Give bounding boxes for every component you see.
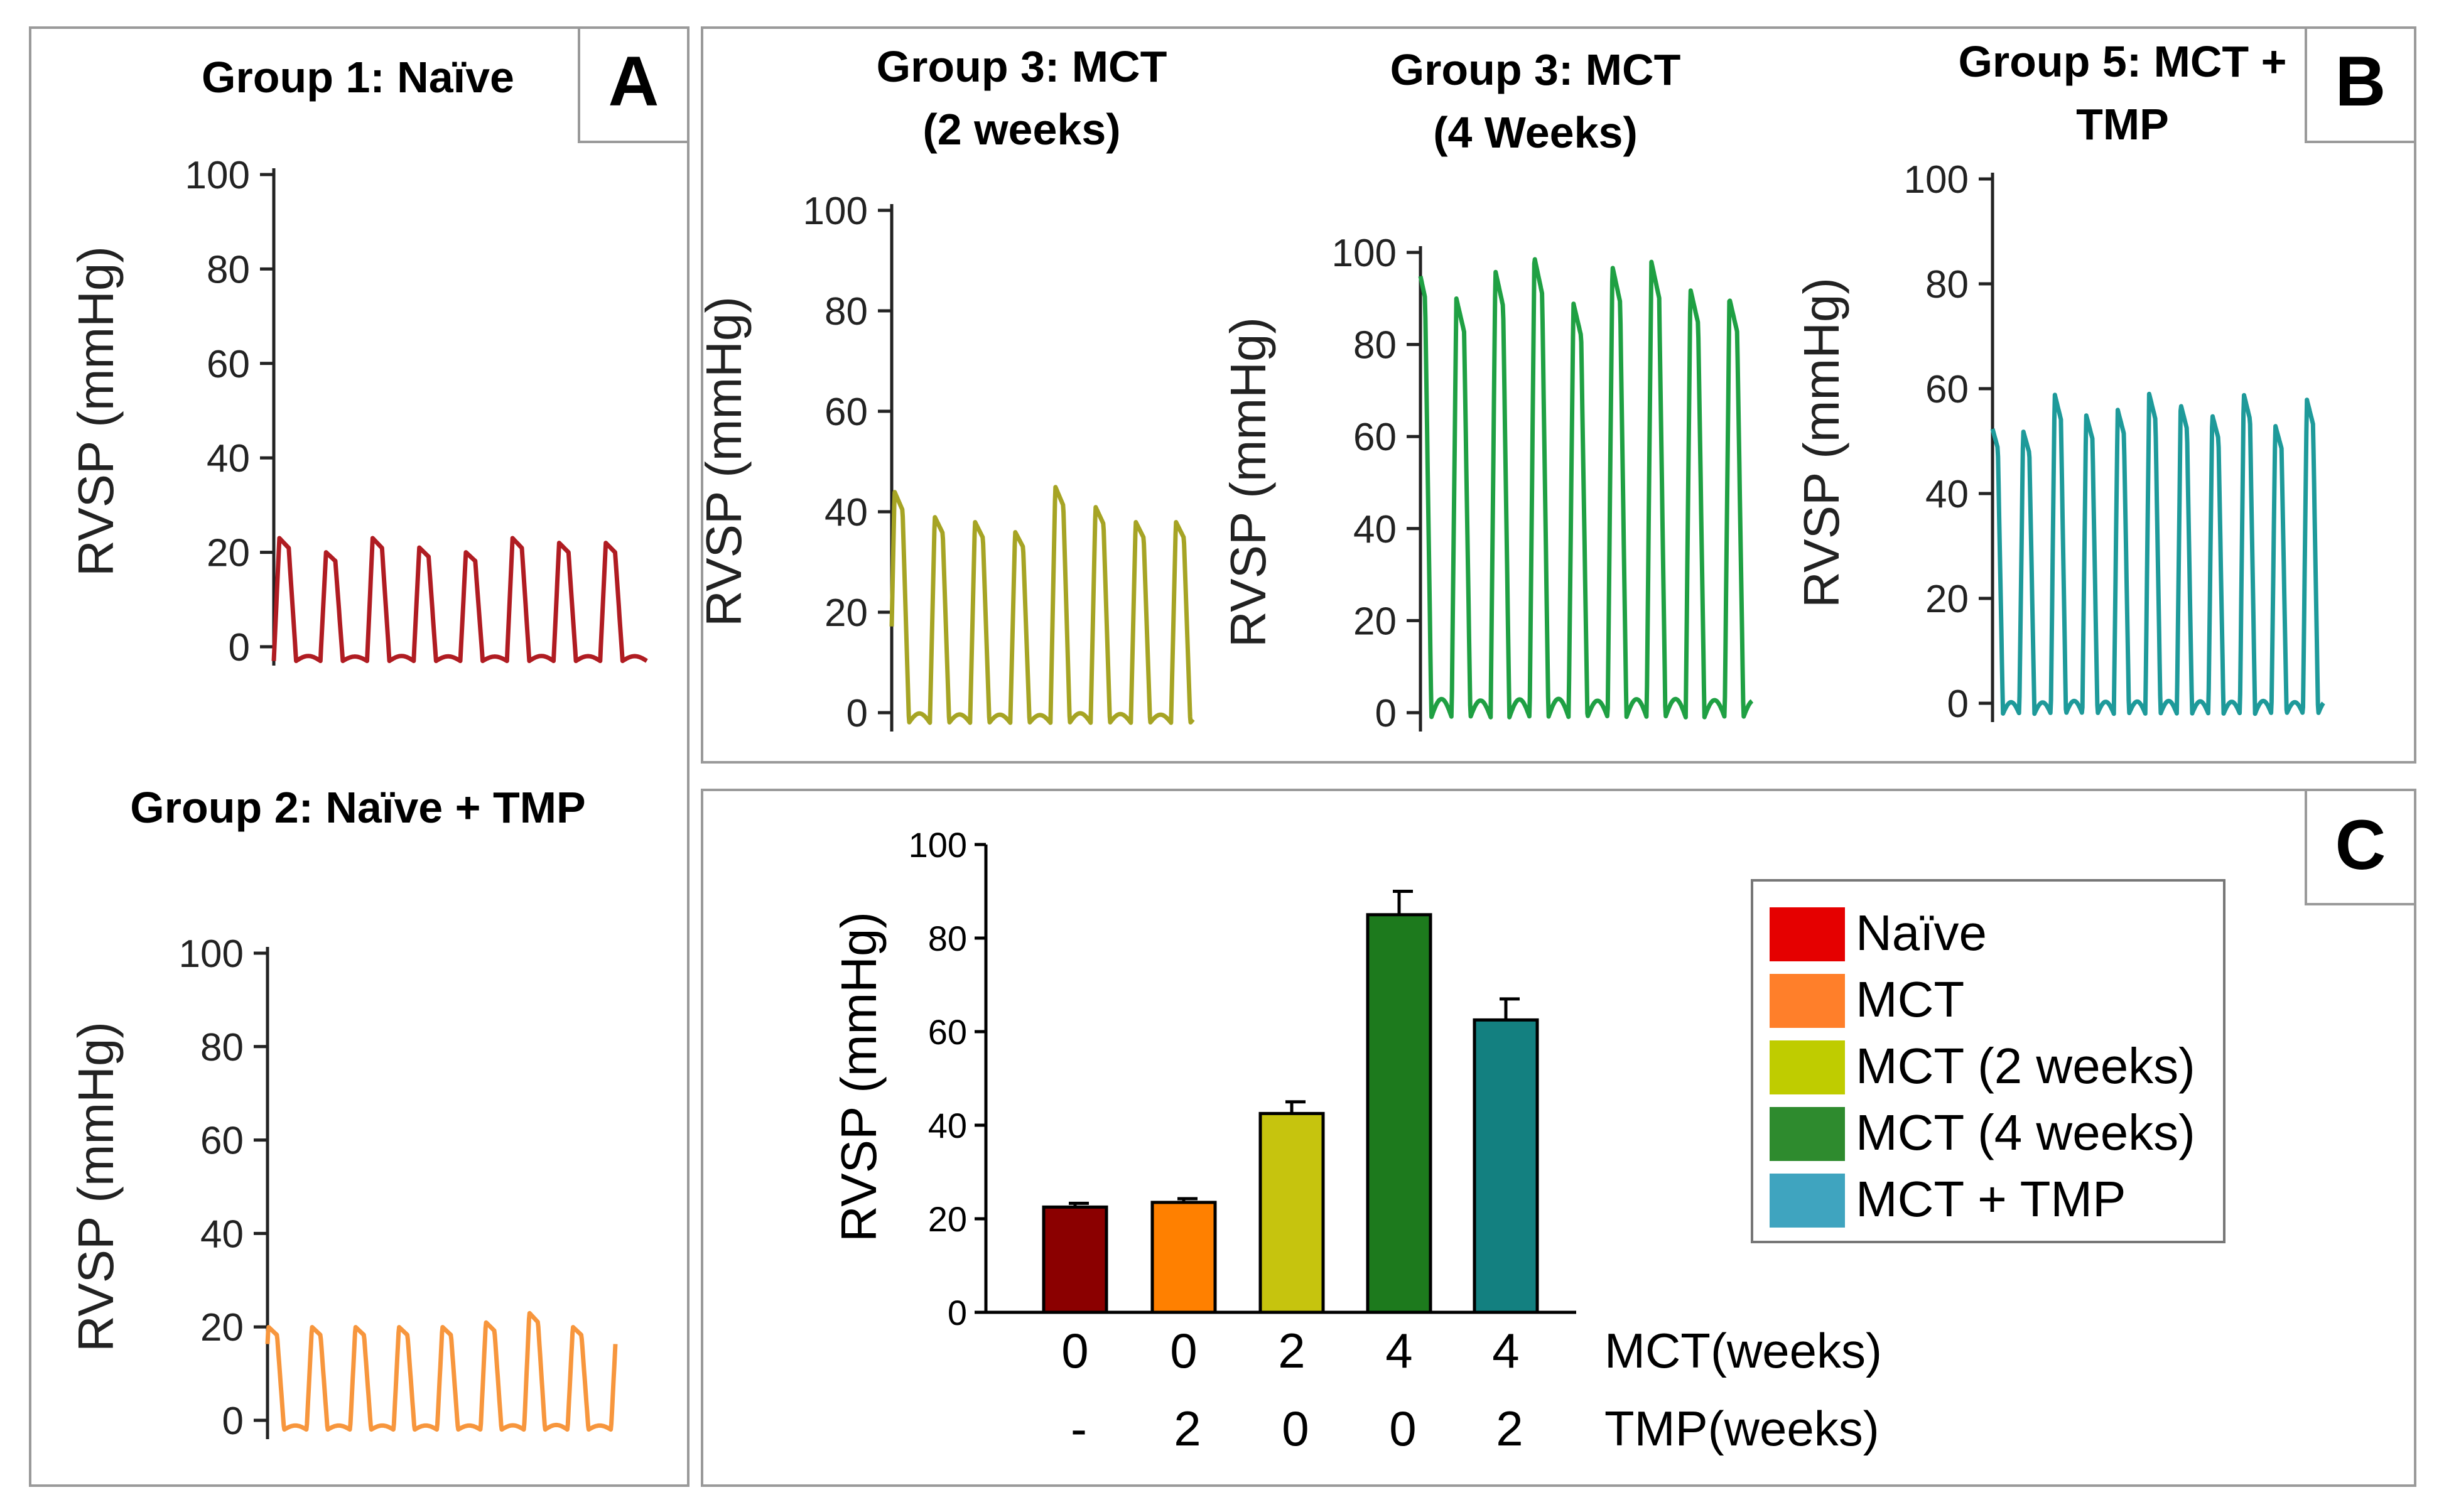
trace-title: (4 Weeks)	[1433, 108, 1638, 157]
y-tick-label: 0	[229, 626, 250, 669]
bar-y-tick-label: 40	[928, 1106, 967, 1145]
x-row-value: 0	[1389, 1401, 1416, 1456]
trace-title: Group 5: MCT +	[1958, 37, 2286, 86]
y-tick-label: 0	[1375, 692, 1397, 735]
bar-y-tick-label: 20	[928, 1199, 967, 1239]
y-tick-label: 40	[1353, 508, 1397, 551]
trace-plot-group1: Group 1: Naïve 100 80 60 40 20 0 RVSP (mmHg)	[68, 53, 649, 669]
y-tick-label: 40	[200, 1212, 244, 1256]
legend-label: Naïve	[1856, 905, 1987, 961]
y-tick-label: 100	[1904, 158, 1969, 202]
y-tick-label: 20	[207, 532, 250, 575]
bar-y-tick-label: 0	[948, 1293, 967, 1332]
pressure-trace	[1418, 257, 1754, 720]
y-tick-label: 60	[1925, 368, 1969, 411]
y-tick-label: 60	[207, 343, 250, 386]
panel-a-letter: A	[608, 42, 659, 121]
bar-y-tick-label: 80	[928, 919, 967, 958]
x-row-label: MCT(weeks)	[1604, 1323, 1882, 1378]
x-row-value: 2	[1278, 1323, 1305, 1378]
legend-swatch	[1770, 1040, 1845, 1094]
x-row-value: 0	[1061, 1323, 1088, 1378]
y-tick-label: 60	[1353, 416, 1397, 459]
x-row-value: -	[1071, 1401, 1087, 1456]
legend-label: MCT + TMP	[1856, 1171, 2126, 1227]
y-axis-label: RVSP (mmHg)	[1793, 278, 1849, 608]
y-tick-label: 100	[185, 154, 250, 197]
y-axis-label: RVSP (mmHg)	[68, 1022, 124, 1352]
y-axis-label: RVSP (mmHg)	[696, 296, 752, 627]
panel-a-label: A	[578, 26, 690, 143]
x-row-value: 2	[1496, 1401, 1523, 1456]
panel-b-frame	[701, 26, 2416, 764]
y-tick-label: 100	[1332, 232, 1397, 275]
y-tick-label: 20	[825, 591, 868, 635]
bar-y-axis-label: RVSP (mmHg)	[831, 912, 887, 1242]
y-tick-label: 100	[803, 190, 868, 233]
y-tick-label: 0	[846, 692, 868, 735]
y-tick-label: 20	[1353, 600, 1397, 643]
trace-title: Group 3: MCT	[1390, 45, 1681, 94]
y-tick-label: 60	[200, 1120, 244, 1163]
y-tick-label: 80	[1925, 263, 1969, 306]
bar-y-tick-label: 100	[909, 825, 967, 865]
panel-c-frame	[701, 789, 2416, 1487]
legend-swatch	[1770, 1107, 1845, 1161]
x-row-value: 4	[1492, 1323, 1519, 1378]
bar-5	[1473, 1018, 1539, 1314]
trace-title: (2 weeks)	[922, 105, 1120, 154]
y-tick-label: 100	[179, 932, 244, 976]
legend-swatch	[1770, 974, 1845, 1028]
y-tick-label: 20	[200, 1306, 244, 1349]
pressure-trace	[265, 1310, 618, 1432]
trace-title: Group 3: MCT	[877, 42, 1167, 91]
trace-plot-group2: Group 2: Naïve + TMP 100 80 60 40 20 0 RVSP (mm…	[68, 783, 618, 1443]
panel-b-label: B	[2305, 26, 2416, 143]
pressure-trace	[889, 485, 1195, 725]
y-axis-label: RVSP (mmHg)	[1220, 317, 1276, 647]
y-tick-label: 80	[200, 1026, 244, 1069]
legend-label: MCT (4 weeks)	[1856, 1104, 2195, 1160]
x-row-value: 0	[1282, 1401, 1309, 1456]
pressure-trace	[1990, 391, 2325, 716]
y-tick-label: 60	[825, 391, 868, 434]
legend-label: MCT (2 weeks)	[1856, 1038, 2195, 1094]
bar-4	[1366, 913, 1432, 1314]
legend-swatch	[1770, 1174, 1845, 1228]
y-tick-label: 0	[1947, 683, 1969, 726]
x-row-label: TMP(weeks)	[1604, 1401, 1879, 1456]
legend-label: MCT	[1856, 971, 1964, 1027]
y-axis-label: RVSP (mmHg)	[68, 246, 124, 576]
panel-b-letter: B	[2335, 42, 2386, 121]
panel-c-letter: C	[2335, 806, 2386, 884]
y-tick-label: 0	[222, 1400, 244, 1443]
x-row-value: 4	[1385, 1323, 1412, 1378]
y-tick-label: 40	[825, 491, 868, 534]
panel-c-label: C	[2305, 789, 2416, 905]
legend: Naïve MCT MCT (2 weeks) MCT (4 weeks) MCT + …	[1751, 879, 2225, 1243]
y-tick-label: 40	[207, 437, 250, 480]
trace-plot-group3-4weeks: Group 3: MCT (4 Weeks) 100 80 60 40 20 0 RVSP (m…	[1220, 45, 1754, 735]
x-row-value: 2	[1174, 1401, 1201, 1456]
y-tick-label: 80	[1353, 324, 1397, 367]
trace-plot-group5: Group 5: MCT + TMP 100 80 60 40 20 0 RVSP (mmHg)	[1793, 37, 2325, 726]
trace-title: TMP	[2076, 100, 2169, 149]
trace-title: Group 1: Naïve	[202, 53, 514, 102]
trace-title: Group 2: Naïve + TMP	[130, 783, 585, 832]
bar-1	[1042, 1205, 1108, 1314]
legend-swatch	[1770, 907, 1845, 961]
bar-2	[1150, 1201, 1217, 1314]
bar-3	[1258, 1111, 1325, 1314]
x-row-value: 0	[1170, 1323, 1197, 1378]
trace-plot-group3-2weeks: Group 3: MCT (2 weeks) 100 80 60 40 20 0 RVSP (m…	[696, 42, 1195, 735]
bar-y-tick-label: 60	[928, 1012, 967, 1052]
y-tick-label: 20	[1925, 578, 1969, 621]
y-tick-label: 40	[1925, 473, 1969, 516]
y-tick-label: 80	[207, 248, 250, 291]
pressure-trace	[271, 536, 649, 664]
panel-a-frame	[29, 26, 690, 1487]
y-tick-label: 80	[825, 290, 868, 333]
